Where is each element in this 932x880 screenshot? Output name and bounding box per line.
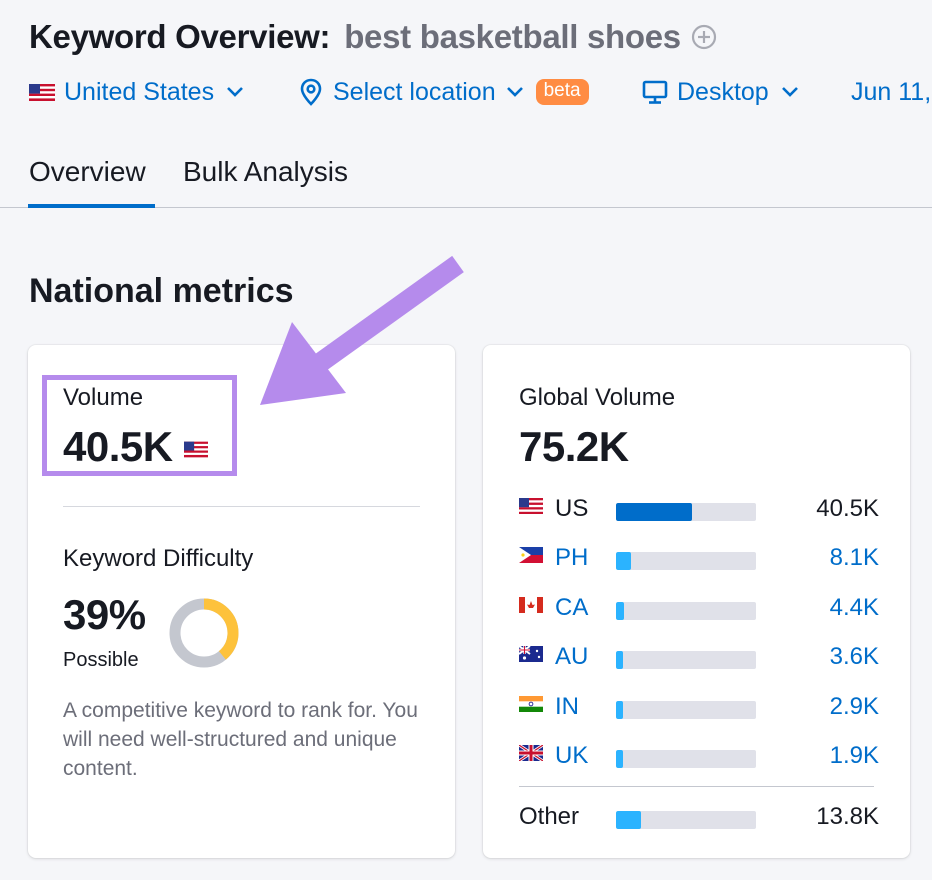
country-volume-bar — [616, 651, 756, 670]
location-dropdown[interactable]: Select location beta — [299, 74, 589, 110]
country-row-uk: UK 1.9K — [519, 742, 879, 772]
country-row-ca: CA 4.4K — [519, 594, 879, 624]
volume-value: 40.5K — [63, 423, 173, 470]
country-row-in: IN 2.9K — [519, 693, 879, 723]
location-pin-icon — [300, 78, 322, 106]
chevron-down-icon — [227, 87, 244, 97]
other-value: 13.8K — [816, 803, 879, 830]
section-title: National metrics — [29, 272, 294, 310]
country-code[interactable]: CA — [555, 593, 589, 621]
country-volume-value[interactable]: 2.9K — [829, 692, 879, 720]
us-flag-icon — [29, 83, 55, 101]
global-volume-value: 75.2K — [519, 423, 629, 470]
kd-label: Keyword Difficulty — [63, 545, 254, 572]
highlight-box — [42, 375, 237, 476]
tab-overview[interactable]: Overview — [29, 156, 146, 187]
kd-level: Possible — [63, 649, 139, 671]
kd-description: A competitive keyword to rank for. You w… — [63, 699, 418, 780]
chevron-down-icon — [781, 87, 798, 97]
date-dropdown[interactable]: Jun 11, — [851, 74, 931, 110]
country-code[interactable]: IN — [555, 692, 579, 720]
title-row: Keyword Overview: best basketball shoes — [29, 18, 717, 56]
country-dropdown[interactable]: United States — [29, 74, 244, 110]
country-row-us: US 40.5K — [519, 495, 879, 525]
country-volume-bar-fill — [616, 750, 623, 768]
global-volume-label: Global Volume — [519, 384, 676, 411]
other-label: Other — [519, 803, 580, 830]
us-flag-icon — [183, 441, 208, 457]
other-bar — [616, 811, 756, 829]
active-tab-indicator — [28, 204, 155, 208]
in-flag-icon — [519, 695, 543, 712]
country-code[interactable]: AU — [555, 643, 589, 671]
country-label: United States — [64, 77, 215, 106]
device-label: Desktop — [677, 77, 769, 106]
beta-badge: beta — [535, 79, 589, 105]
country-volume-value[interactable]: 8.1K — [829, 544, 879, 572]
card-divider — [63, 506, 420, 507]
chevron-down-icon — [506, 87, 523, 97]
country-volume-bar-fill — [616, 601, 625, 620]
country-volume-bar-fill — [616, 503, 692, 521]
volume-label: Volume — [63, 384, 144, 411]
page-header: Keyword Overview: best basketball shoes … — [0, 0, 932, 208]
ca-flag-icon — [519, 596, 543, 613]
country-volume-value: 40.5K — [816, 495, 879, 522]
au-flag-icon — [519, 646, 543, 663]
country-row-ph: PH 8.1K — [519, 544, 879, 574]
filter-bar: United States Select location beta Deskt… — [29, 74, 932, 114]
other-divider — [519, 786, 874, 787]
country-volume-value[interactable]: 3.6K — [829, 643, 879, 671]
global-volume-card: Global Volume 75.2K US 40.5K PH 8.1K CA 4.4K A… — [483, 345, 910, 858]
country-row-other: Other 13.8K — [519, 803, 879, 833]
country-volume-bar — [616, 750, 756, 768]
kd-donut-chart — [169, 598, 239, 668]
keyword-title: best basketball shoes — [344, 18, 681, 55]
other-bar-fill — [616, 811, 642, 829]
country-volume-bar-fill — [616, 651, 623, 670]
location-label: Select location — [333, 77, 496, 106]
country-volume-bar — [616, 700, 756, 719]
country-volume-bar — [616, 552, 756, 571]
volume-value-row: 40.5K — [63, 423, 208, 471]
add-keyword-icon[interactable] — [691, 24, 717, 50]
volume-card: Volume 40.5K Keyword Difficulty 39% Poss… — [28, 345, 455, 858]
country-volume-bar-fill — [616, 552, 632, 571]
kd-donut-fill — [169, 598, 239, 668]
tab-bar: Overview Bulk Analysis — [0, 150, 932, 208]
annotation-arrow — [260, 255, 464, 405]
uk-flag-icon — [519, 745, 543, 761]
country-volume-value[interactable]: 1.9K — [829, 742, 879, 769]
country-code[interactable]: UK — [555, 742, 589, 769]
kd-value: 39% — [63, 591, 146, 638]
date-label: Jun 11, — [851, 77, 932, 106]
desktop-icon — [642, 80, 668, 104]
country-code: US — [555, 495, 589, 522]
country-volume-bar — [616, 601, 756, 620]
page-title: Keyword Overview: — [29, 18, 331, 55]
device-dropdown[interactable]: Desktop — [642, 74, 799, 110]
country-row-au: AU 3.6K — [519, 643, 879, 673]
ph-flag-icon — [519, 547, 543, 564]
country-volume-bar-fill — [616, 700, 623, 719]
country-volume-bar — [616, 503, 756, 521]
us-flag-icon — [519, 498, 543, 514]
country-volume-value[interactable]: 4.4K — [829, 593, 879, 621]
tab-bulk-analysis[interactable]: Bulk Analysis — [183, 156, 348, 187]
country-code[interactable]: PH — [555, 544, 589, 572]
